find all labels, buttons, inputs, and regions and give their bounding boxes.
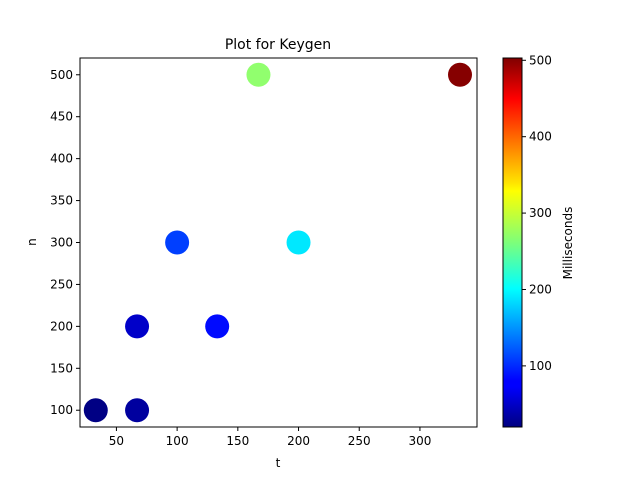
scatter-point-2: [125, 398, 150, 423]
y-tick-label: 500: [50, 68, 73, 82]
colorbar-tick-label: 500: [529, 53, 552, 67]
plot-area-frame: [79, 57, 478, 428]
scatter-points: [83, 62, 473, 423]
y-tick-label: 300: [50, 236, 73, 250]
y-axis-ticks: 100 150 200 250 300 350 400 450 500: [50, 68, 80, 417]
x-tick-label: 150: [226, 434, 249, 448]
x-tick-label: 100: [166, 434, 189, 448]
scatter-point-6: [246, 62, 271, 87]
chart-title: Plot for Keygen: [225, 37, 331, 53]
colorbar-tick-label: 400: [529, 130, 552, 144]
scatter-point-4: [165, 230, 190, 255]
colorbar: [502, 57, 523, 428]
colorbar-tick-label: 300: [529, 206, 552, 220]
x-tick-label: 200: [287, 434, 310, 448]
x-tick-label: 50: [109, 434, 124, 448]
y-axis-label: n: [25, 238, 39, 246]
y-tick-label: 400: [50, 152, 73, 166]
y-tick-label: 100: [50, 403, 73, 417]
colorbar-tick-label: 100: [529, 359, 552, 373]
scatter-point-7: [286, 230, 311, 255]
x-tick-label: 300: [408, 434, 431, 448]
y-tick-label: 350: [50, 194, 73, 208]
colorbar-tick-label: 200: [529, 282, 552, 296]
x-axis-ticks: 50 100 150 200 250 300: [109, 427, 431, 448]
scatter-point-1: [83, 398, 108, 423]
y-tick-label: 450: [50, 110, 73, 124]
scatter-point-8: [448, 62, 473, 87]
colorbar-label: Milliseconds: [561, 207, 575, 280]
y-tick-label: 250: [50, 277, 73, 291]
scatter-point-3: [125, 314, 150, 339]
y-tick-label: 150: [50, 361, 73, 375]
x-axis-label: t: [276, 456, 281, 470]
colorbar-ticks: 100 200 300 400 500: [522, 53, 552, 373]
scatter-point-5: [205, 314, 230, 339]
y-tick-label: 200: [50, 319, 73, 333]
x-tick-label: 250: [348, 434, 371, 448]
